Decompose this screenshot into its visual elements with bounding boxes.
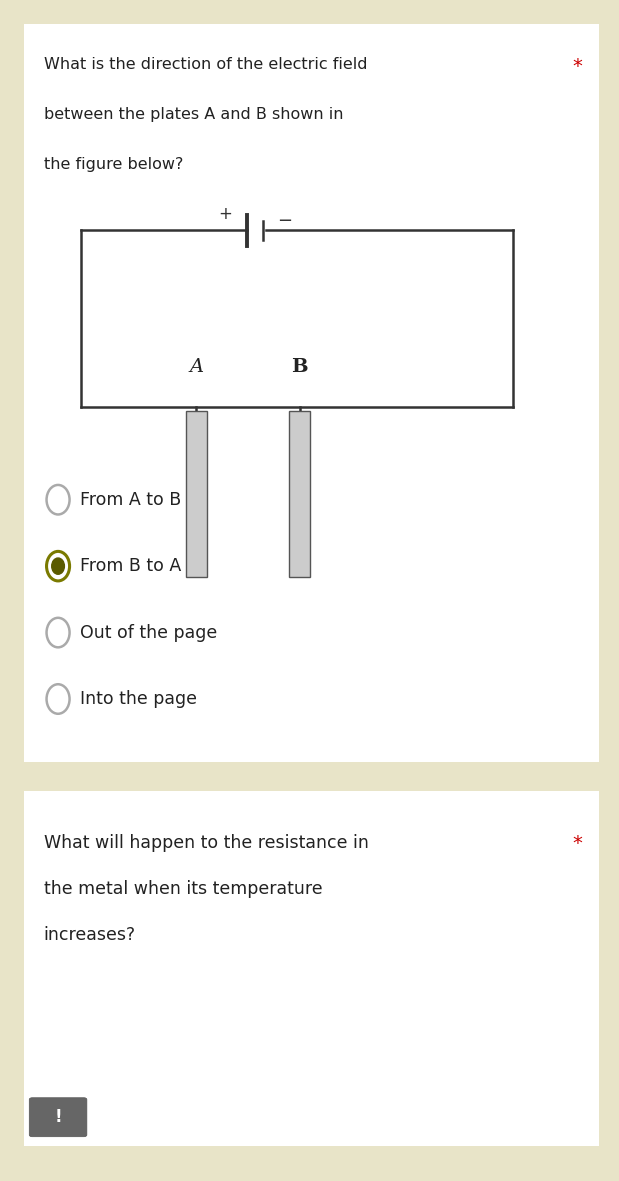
Bar — [186, 411, 207, 578]
FancyBboxPatch shape — [16, 787, 607, 1150]
Text: *: * — [573, 57, 582, 76]
Text: Into the page: Into the page — [80, 690, 197, 707]
Text: +: + — [218, 205, 232, 223]
Text: !: ! — [54, 1108, 62, 1127]
FancyBboxPatch shape — [29, 1098, 87, 1136]
FancyBboxPatch shape — [16, 14, 607, 771]
Text: From B to A: From B to A — [80, 557, 181, 575]
Text: B: B — [292, 358, 308, 376]
Text: between the plates A and B shown in: between the plates A and B shown in — [44, 107, 343, 122]
Circle shape — [46, 485, 69, 515]
Text: From A to B: From A to B — [80, 491, 181, 509]
Text: A: A — [189, 358, 203, 376]
Text: −: − — [277, 213, 292, 230]
Text: What will happen to the resistance in: What will happen to the resistance in — [44, 834, 368, 852]
Circle shape — [46, 552, 69, 581]
Circle shape — [52, 559, 64, 574]
Text: increases?: increases? — [44, 926, 136, 944]
Text: *: * — [573, 834, 582, 853]
Circle shape — [46, 684, 69, 713]
Text: the figure below?: the figure below? — [44, 157, 183, 172]
Text: Out of the page: Out of the page — [80, 624, 217, 641]
Bar — [290, 411, 310, 578]
Circle shape — [46, 618, 69, 647]
Text: What is the direction of the electric field: What is the direction of the electric fi… — [44, 57, 367, 72]
Text: the metal when its temperature: the metal when its temperature — [44, 880, 322, 898]
